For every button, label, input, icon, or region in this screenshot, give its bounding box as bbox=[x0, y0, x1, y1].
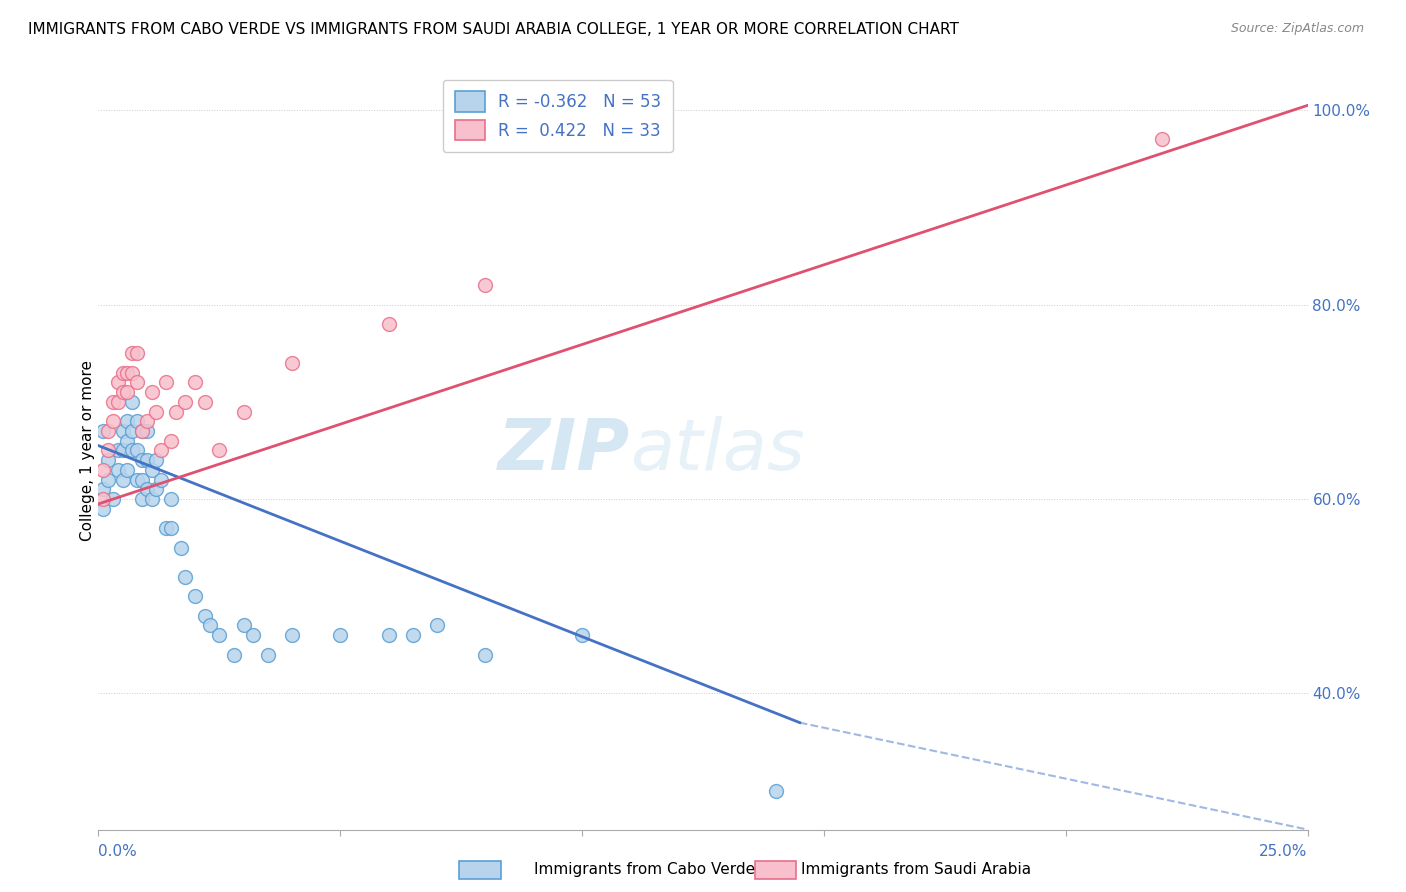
Point bbox=[141, 491, 163, 506]
Point bbox=[117, 385, 139, 400]
Point bbox=[91, 491, 114, 506]
Point bbox=[155, 521, 177, 535]
Point bbox=[174, 395, 197, 409]
Point bbox=[135, 414, 157, 428]
Point bbox=[474, 648, 496, 662]
Point bbox=[222, 648, 245, 662]
Point bbox=[160, 491, 183, 506]
Point bbox=[111, 366, 134, 380]
Point bbox=[91, 424, 114, 438]
Point bbox=[194, 608, 217, 623]
Point bbox=[127, 414, 149, 428]
Point bbox=[131, 491, 153, 506]
Text: Immigrants from Saudi Arabia: Immigrants from Saudi Arabia bbox=[801, 863, 1032, 877]
Point bbox=[111, 424, 134, 438]
Point bbox=[121, 395, 143, 409]
Point bbox=[256, 648, 278, 662]
Point bbox=[127, 376, 149, 390]
Point bbox=[107, 395, 129, 409]
Point bbox=[765, 783, 787, 797]
Point bbox=[121, 424, 143, 438]
Text: atlas: atlas bbox=[630, 416, 806, 485]
Point bbox=[131, 424, 153, 438]
Point bbox=[232, 618, 254, 632]
Point bbox=[117, 366, 139, 380]
Point bbox=[97, 443, 120, 458]
Point bbox=[377, 317, 399, 331]
Point bbox=[141, 385, 163, 400]
Point bbox=[131, 473, 153, 487]
Point bbox=[127, 443, 149, 458]
Point bbox=[121, 346, 143, 360]
Point bbox=[141, 463, 163, 477]
Point bbox=[127, 473, 149, 487]
Point bbox=[145, 404, 167, 418]
Point bbox=[571, 628, 593, 642]
Point bbox=[208, 443, 231, 458]
Point bbox=[135, 483, 157, 497]
Point bbox=[281, 628, 304, 642]
Text: 0.0%: 0.0% bbox=[98, 844, 138, 859]
Y-axis label: College, 1 year or more: College, 1 year or more bbox=[80, 360, 94, 541]
Point bbox=[1152, 132, 1174, 146]
Point bbox=[160, 434, 183, 448]
Point bbox=[111, 443, 134, 458]
Point bbox=[111, 385, 134, 400]
Point bbox=[117, 434, 139, 448]
Point bbox=[107, 376, 129, 390]
Point bbox=[402, 628, 425, 642]
Point bbox=[208, 628, 231, 642]
Point bbox=[127, 346, 149, 360]
Point bbox=[174, 570, 197, 584]
Point bbox=[165, 404, 187, 418]
Point bbox=[150, 473, 173, 487]
Point bbox=[97, 453, 120, 467]
Text: 25.0%: 25.0% bbox=[1260, 844, 1308, 859]
Point bbox=[242, 628, 264, 642]
Point bbox=[131, 453, 153, 467]
Point bbox=[117, 414, 139, 428]
Point bbox=[107, 443, 129, 458]
Point bbox=[426, 618, 449, 632]
Point bbox=[232, 404, 254, 418]
Text: Source: ZipAtlas.com: Source: ZipAtlas.com bbox=[1230, 22, 1364, 36]
Point bbox=[150, 443, 173, 458]
Point bbox=[198, 618, 221, 632]
Text: IMMIGRANTS FROM CABO VERDE VS IMMIGRANTS FROM SAUDI ARABIA COLLEGE, 1 YEAR OR MO: IMMIGRANTS FROM CABO VERDE VS IMMIGRANTS… bbox=[28, 22, 959, 37]
Point bbox=[121, 443, 143, 458]
Point bbox=[91, 483, 114, 497]
Point bbox=[117, 463, 139, 477]
Point bbox=[169, 541, 191, 555]
Point bbox=[194, 395, 217, 409]
Point bbox=[111, 473, 134, 487]
Point bbox=[184, 376, 207, 390]
Point bbox=[145, 453, 167, 467]
Text: Immigrants from Cabo Verde: Immigrants from Cabo Verde bbox=[534, 863, 755, 877]
Point bbox=[474, 278, 496, 293]
Point bbox=[329, 628, 352, 642]
Point bbox=[281, 356, 304, 370]
Point bbox=[184, 589, 207, 603]
Point bbox=[91, 501, 114, 516]
Bar bbox=[460, 862, 501, 880]
Point bbox=[135, 424, 157, 438]
Point bbox=[101, 414, 124, 428]
Bar bbox=[755, 862, 797, 880]
Point bbox=[155, 376, 177, 390]
Point bbox=[135, 453, 157, 467]
Point bbox=[145, 483, 167, 497]
Point bbox=[121, 366, 143, 380]
Text: ZIP: ZIP bbox=[498, 416, 630, 485]
Point bbox=[101, 491, 124, 506]
Legend: R = -0.362   N = 53, R =  0.422   N = 33: R = -0.362 N = 53, R = 0.422 N = 33 bbox=[443, 79, 673, 152]
Point bbox=[131, 424, 153, 438]
Point bbox=[97, 424, 120, 438]
Point bbox=[107, 463, 129, 477]
Point bbox=[97, 473, 120, 487]
Point bbox=[377, 628, 399, 642]
Point bbox=[91, 463, 114, 477]
Point bbox=[160, 521, 183, 535]
Point bbox=[101, 395, 124, 409]
